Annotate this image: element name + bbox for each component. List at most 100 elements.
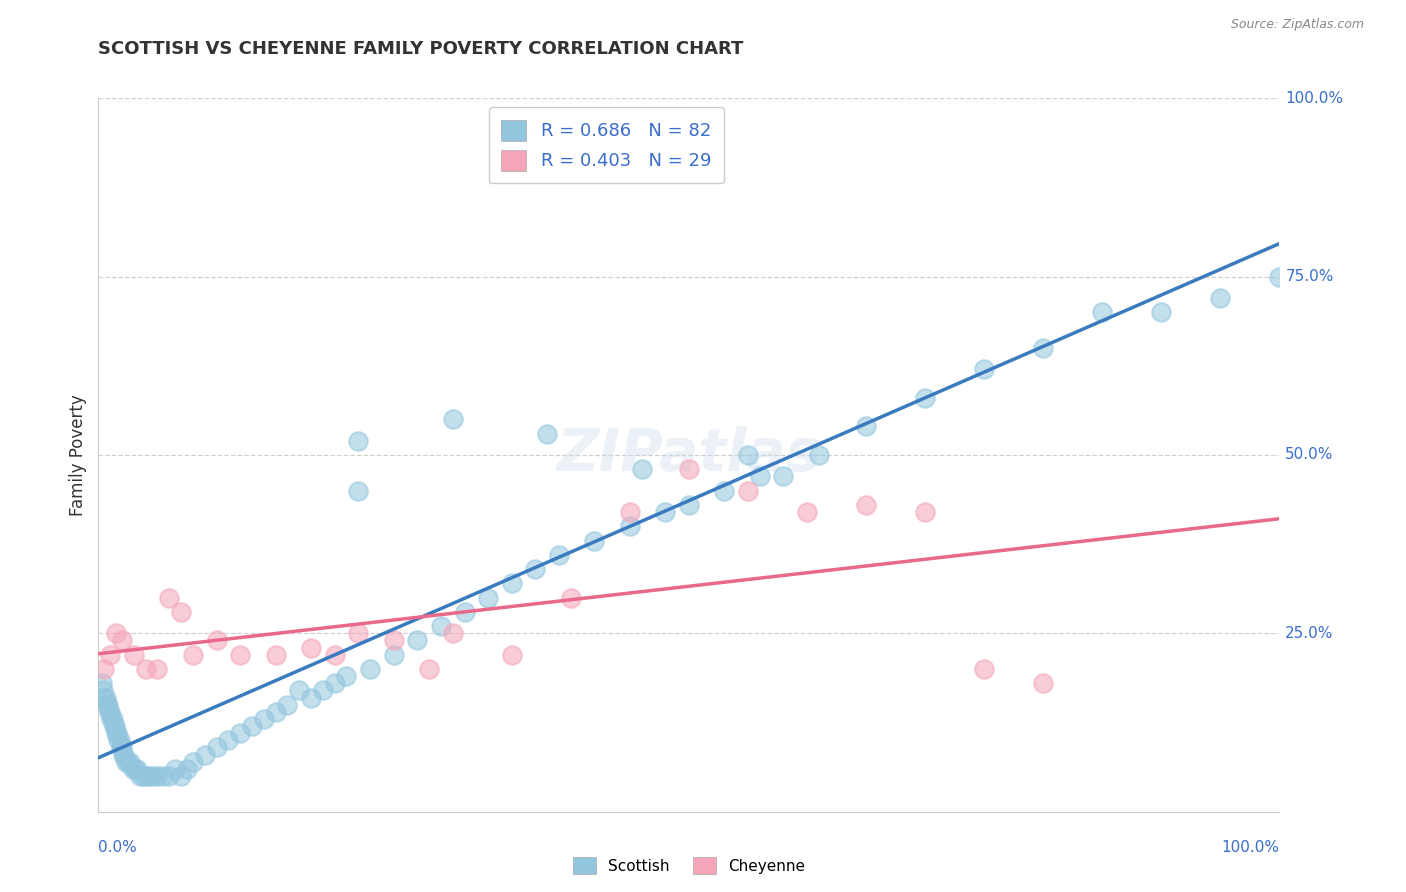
Point	[96, 698, 118, 712]
Point	[120, 755, 142, 769]
Point	[253, 712, 276, 726]
Point	[97, 698, 120, 712]
Text: ZIPatlas: ZIPatlas	[557, 426, 821, 483]
Point	[299, 690, 322, 705]
Point	[335, 669, 357, 683]
Point	[713, 483, 735, 498]
Point	[217, 733, 239, 747]
Point	[103, 719, 125, 733]
Point	[229, 726, 252, 740]
Text: Source: ZipAtlas.com: Source: ZipAtlas.com	[1230, 18, 1364, 31]
Point	[973, 362, 995, 376]
Point	[382, 633, 405, 648]
Point	[1150, 305, 1173, 319]
Point	[288, 683, 311, 698]
Point	[105, 726, 128, 740]
Point	[170, 769, 193, 783]
Point	[165, 762, 187, 776]
Point	[501, 648, 523, 662]
Point	[453, 605, 475, 619]
Point	[124, 762, 146, 776]
Point	[146, 662, 169, 676]
Text: 75.0%: 75.0%	[1285, 269, 1334, 284]
Point	[107, 733, 129, 747]
Point	[108, 733, 131, 747]
Legend: Scottish, Cheyenne: Scottish, Cheyenne	[567, 851, 811, 880]
Text: SCOTTISH VS CHEYENNE FAMILY POVERTY CORRELATION CHART: SCOTTISH VS CHEYENNE FAMILY POVERTY CORR…	[98, 40, 744, 58]
Point	[93, 662, 115, 676]
Point	[128, 769, 150, 783]
Point	[127, 762, 149, 776]
Point	[477, 591, 499, 605]
Point	[347, 434, 370, 448]
Point	[276, 698, 298, 712]
Point	[772, 469, 794, 483]
Point	[229, 648, 252, 662]
Point	[548, 548, 571, 562]
Point	[418, 662, 440, 676]
Point	[312, 683, 335, 698]
Point	[560, 591, 582, 605]
Point	[135, 769, 157, 783]
Text: 100.0%: 100.0%	[1285, 91, 1343, 105]
Point	[181, 648, 204, 662]
Text: 25.0%: 25.0%	[1285, 626, 1334, 640]
Point	[737, 448, 759, 462]
Point	[441, 412, 464, 426]
Point	[619, 505, 641, 519]
Point	[654, 505, 676, 519]
Point	[737, 483, 759, 498]
Point	[205, 633, 228, 648]
Point	[112, 747, 135, 762]
Y-axis label: Family Poverty: Family Poverty	[69, 394, 87, 516]
Point	[170, 605, 193, 619]
Point	[1032, 341, 1054, 355]
Point	[114, 755, 136, 769]
Point	[91, 683, 114, 698]
Point	[299, 640, 322, 655]
Point	[914, 391, 936, 405]
Point	[583, 533, 606, 548]
Point	[678, 462, 700, 476]
Point	[807, 448, 830, 462]
Point	[142, 769, 165, 783]
Point	[855, 419, 877, 434]
Point	[264, 648, 287, 662]
Point	[1091, 305, 1114, 319]
Legend: R = 0.686   N = 82, R = 0.403   N = 29: R = 0.686 N = 82, R = 0.403 N = 29	[488, 107, 724, 183]
Point	[146, 769, 169, 783]
Point	[98, 705, 121, 719]
Point	[441, 626, 464, 640]
Point	[240, 719, 263, 733]
Point	[748, 469, 770, 483]
Point	[406, 633, 429, 648]
Point	[157, 591, 180, 605]
Point	[94, 690, 117, 705]
Point	[98, 705, 121, 719]
Point	[382, 648, 405, 662]
Point	[112, 747, 135, 762]
Point	[430, 619, 453, 633]
Point	[359, 662, 381, 676]
Text: 50.0%: 50.0%	[1285, 448, 1334, 462]
Point	[101, 712, 124, 726]
Point	[1209, 291, 1232, 305]
Point	[973, 662, 995, 676]
Point	[181, 755, 204, 769]
Point	[855, 498, 877, 512]
Text: 100.0%: 100.0%	[1222, 840, 1279, 855]
Point	[914, 505, 936, 519]
Point	[111, 633, 134, 648]
Point	[104, 719, 127, 733]
Point	[1032, 676, 1054, 690]
Point	[138, 769, 160, 783]
Point	[122, 648, 145, 662]
Point	[501, 576, 523, 591]
Point	[323, 676, 346, 690]
Point	[105, 726, 128, 740]
Point	[264, 705, 287, 719]
Point	[194, 747, 217, 762]
Point	[176, 762, 198, 776]
Point	[105, 626, 128, 640]
Point	[121, 762, 143, 776]
